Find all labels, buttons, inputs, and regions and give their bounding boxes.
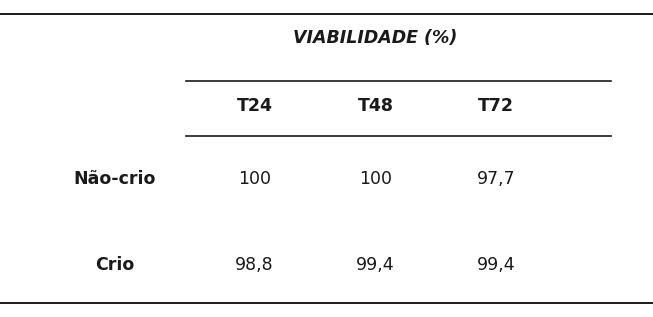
Text: T72: T72 <box>478 97 515 115</box>
Text: 100: 100 <box>238 170 271 188</box>
Text: 99,4: 99,4 <box>477 256 516 274</box>
Text: Não-crio: Não-crio <box>73 170 155 188</box>
Text: Crio: Crio <box>95 256 134 274</box>
Text: T48: T48 <box>357 97 394 115</box>
Text: 97,7: 97,7 <box>477 170 516 188</box>
Text: 98,8: 98,8 <box>235 256 274 274</box>
Text: 100: 100 <box>359 170 392 188</box>
Text: VIABILIDADE (%): VIABILIDADE (%) <box>293 29 458 47</box>
Text: T24: T24 <box>236 97 273 115</box>
Text: 99,4: 99,4 <box>356 256 395 274</box>
